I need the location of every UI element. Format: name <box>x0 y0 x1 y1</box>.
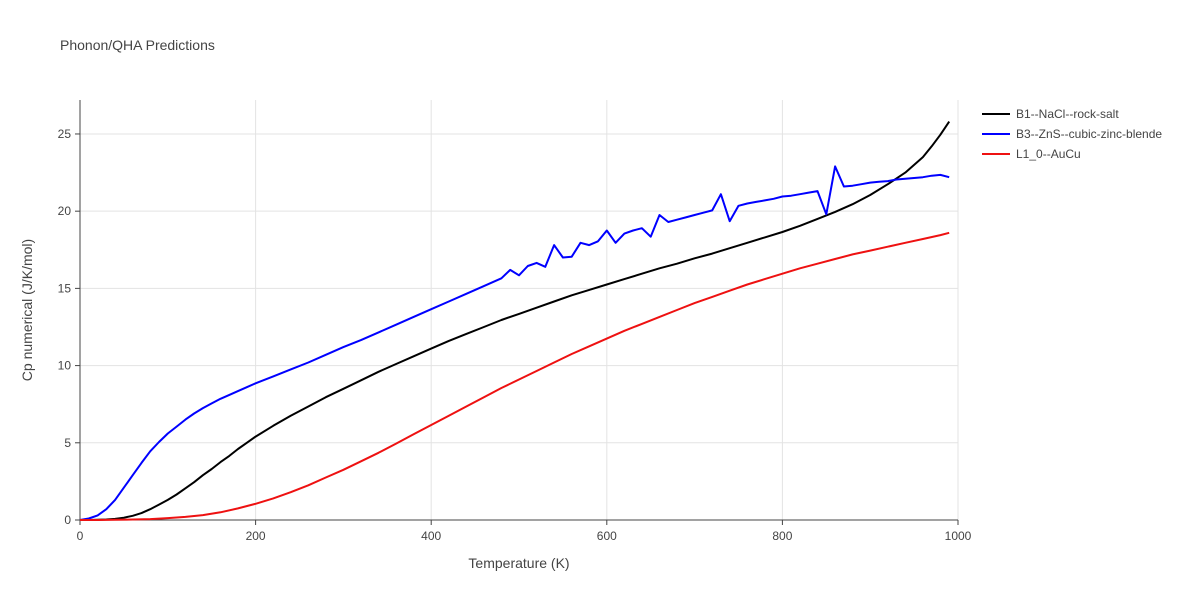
chart-title: Phonon/QHA Predictions <box>60 37 215 53</box>
x-axis-title: Temperature (K) <box>468 555 569 571</box>
x-tick-label: 1000 <box>945 529 972 543</box>
y-tick-label: 25 <box>58 127 72 141</box>
y-tick-label: 0 <box>64 513 71 527</box>
axes: 0 200 400 600 800 1000 0 5 10 15 20 25 <box>58 100 972 543</box>
y-tick-label: 5 <box>64 436 71 450</box>
grid <box>80 100 959 520</box>
series-line-2 <box>80 231 950 521</box>
x-tick-label: 400 <box>421 529 441 543</box>
y-tick-label: 10 <box>58 359 72 373</box>
series-line-1 <box>79 165 950 521</box>
plot-area <box>79 121 951 521</box>
legend-label: B3--ZnS--cubic-zinc-blende <box>1016 127 1162 141</box>
x-tick-label: 600 <box>597 529 617 543</box>
y-tick-label: 20 <box>58 204 72 218</box>
y-axis-title: Cp numerical (J/K/mol) <box>19 239 35 381</box>
legend: B1--NaCl--rock-salt B3--ZnS--cubic-zinc-b… <box>982 107 1162 161</box>
legend-label: L1_0--AuCu <box>1016 147 1081 161</box>
legend-label: B1--NaCl--rock-salt <box>1016 107 1119 121</box>
x-tick-label: 800 <box>772 529 792 543</box>
y-tick-label: 15 <box>58 281 72 295</box>
x-tick-label: 200 <box>246 529 266 543</box>
x-tick-label: 0 <box>77 529 84 543</box>
series-line-0 <box>80 121 951 521</box>
